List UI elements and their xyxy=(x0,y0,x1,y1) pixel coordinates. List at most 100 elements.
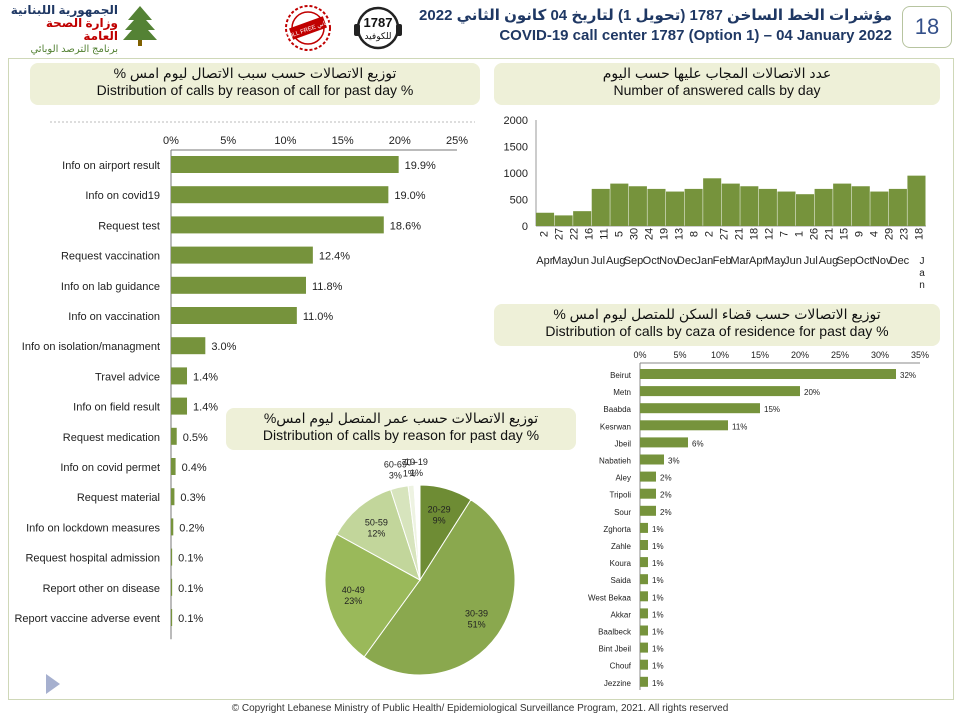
hotline-caption: للكوفيد xyxy=(364,31,392,41)
bar xyxy=(171,367,188,385)
pie-slice xyxy=(324,533,421,658)
month-tick-label: May xyxy=(552,255,573,267)
day-tick-label: 5 xyxy=(614,231,626,237)
category-label: Request material xyxy=(77,492,160,504)
caza-chart-title-en: Distribution of calls by caza of residen… xyxy=(545,323,889,339)
month-tick-label: Dec xyxy=(677,255,697,267)
logo-line-ministry: وزارة الصحة العامة xyxy=(45,16,118,43)
headset-icon xyxy=(354,6,402,50)
data-label: 19.0% xyxy=(394,190,425,202)
category-label: Kesrwan xyxy=(600,422,631,431)
category-label: Info on vaccination xyxy=(68,311,160,323)
day-tick-label: 8 xyxy=(689,231,701,237)
bar xyxy=(640,642,648,653)
slice-value-label: 51% xyxy=(468,619,486,629)
category-label: Beirut xyxy=(610,371,632,380)
x-tick-label: 5% xyxy=(673,350,686,360)
monthly-bar xyxy=(870,191,889,226)
month-tick-label: Jun xyxy=(571,255,589,267)
month-tick-label: May xyxy=(765,255,786,267)
data-label: 1.4% xyxy=(193,371,218,383)
day-tick-label: 27 xyxy=(719,228,731,240)
last-tick-letter: a xyxy=(919,268,925,279)
reason-chart-title-en: Distribution of calls by reason of call … xyxy=(96,82,414,98)
x-tick-label: 0% xyxy=(633,350,646,360)
data-label: 2% xyxy=(660,491,672,500)
category-label: Bint Jbeil xyxy=(599,645,632,654)
data-label: 0.2% xyxy=(179,522,204,534)
x-tick-label: 20% xyxy=(791,350,809,360)
data-label: 3% xyxy=(668,457,680,466)
bar xyxy=(171,609,173,626)
month-tick-label: Feb xyxy=(713,255,732,267)
monthly-bar xyxy=(814,188,833,226)
category-label: Zghorta xyxy=(603,525,631,534)
day-tick-label: 12 xyxy=(764,228,776,240)
slice-category-label: 70+ xyxy=(402,458,417,468)
slice-category-label: 30-39 xyxy=(465,608,488,618)
data-label: 0.1% xyxy=(178,613,203,625)
bar xyxy=(640,386,800,397)
monthly-bar xyxy=(554,215,573,226)
footer-copyright: © Copyright Lebanese Ministry of Public … xyxy=(231,703,729,714)
day-tick-label: 9 xyxy=(854,231,866,237)
day-tick-label: 11 xyxy=(599,228,611,239)
bar xyxy=(171,458,176,475)
data-label: 0.4% xyxy=(182,462,207,474)
bar xyxy=(171,337,206,355)
dashboard-panel xyxy=(8,58,954,700)
data-label: 3.0% xyxy=(211,341,236,353)
data-label: 1% xyxy=(652,610,664,619)
monthly-bar xyxy=(536,212,555,226)
data-label: 1.4% xyxy=(193,402,218,414)
data-label: 1% xyxy=(652,525,664,534)
data-label: 1% xyxy=(652,628,664,637)
category-label: Request vaccination xyxy=(61,251,160,263)
data-label: 2% xyxy=(660,474,672,483)
bar xyxy=(171,156,399,173)
data-label: 0.1% xyxy=(178,553,203,565)
category-label: Report other on disease xyxy=(43,583,160,595)
data-label: 19.9% xyxy=(405,160,436,172)
category-label: Metn xyxy=(613,388,631,397)
age-chart-title-en: Distribution of calls by reason for past… xyxy=(262,427,540,443)
bar xyxy=(640,471,656,482)
x-tick-label: 30% xyxy=(871,350,889,360)
category-label: Chouf xyxy=(610,662,632,671)
bar xyxy=(171,548,173,566)
category-label: Zahle xyxy=(611,542,632,551)
last-tick-letter: n xyxy=(919,280,925,291)
bar xyxy=(171,276,306,294)
bar xyxy=(640,540,648,550)
caza-chart-title-ar: توزيع الاتصالات حسب قضاء السكن للمتصل لي… xyxy=(553,306,881,322)
category-label: Info on isolation/managment xyxy=(22,341,160,353)
month-tick-label: Oct xyxy=(643,255,660,267)
bar xyxy=(640,591,648,602)
slice-value-label: 23% xyxy=(344,596,362,606)
x-tick-label: 0% xyxy=(163,135,179,147)
day-tick-label: 13 xyxy=(674,228,686,240)
month-tick-label: Apr xyxy=(536,255,553,267)
bar xyxy=(640,505,656,516)
slice-value-label: 1% xyxy=(410,468,423,478)
x-tick-label: 15% xyxy=(751,350,769,360)
category-label: Aley xyxy=(615,474,631,483)
header-title-ar: مؤشرات الخط الساخن 1787 (تحويل 1) لتاريخ… xyxy=(419,7,892,24)
logo-line-program: برنامج الترصد الوبائي xyxy=(30,44,118,55)
data-label: 15% xyxy=(764,405,780,414)
category-label: Baalbeck xyxy=(598,628,632,637)
toll-free-stamp-icon: TOLL FREE مجاني xyxy=(284,5,332,51)
x-tick-label: 5% xyxy=(220,135,236,147)
bar xyxy=(171,578,173,596)
month-tick-label: Aug xyxy=(819,255,839,267)
day-tick-label: 19 xyxy=(659,228,671,240)
data-label: 1% xyxy=(652,679,664,688)
month-tick-label: Dec xyxy=(890,255,910,267)
category-label: Nabatieh xyxy=(599,457,631,466)
data-label: 0.5% xyxy=(183,432,208,444)
last-tick-letter: J xyxy=(920,256,925,267)
data-label: 11.0% xyxy=(303,311,334,323)
daily-calls-chart-title-ar: عدد الاتصالات المجاب عليها حسب اليوم xyxy=(602,65,832,81)
category-label: Request medication xyxy=(63,432,160,444)
monthly-bar xyxy=(591,188,610,226)
